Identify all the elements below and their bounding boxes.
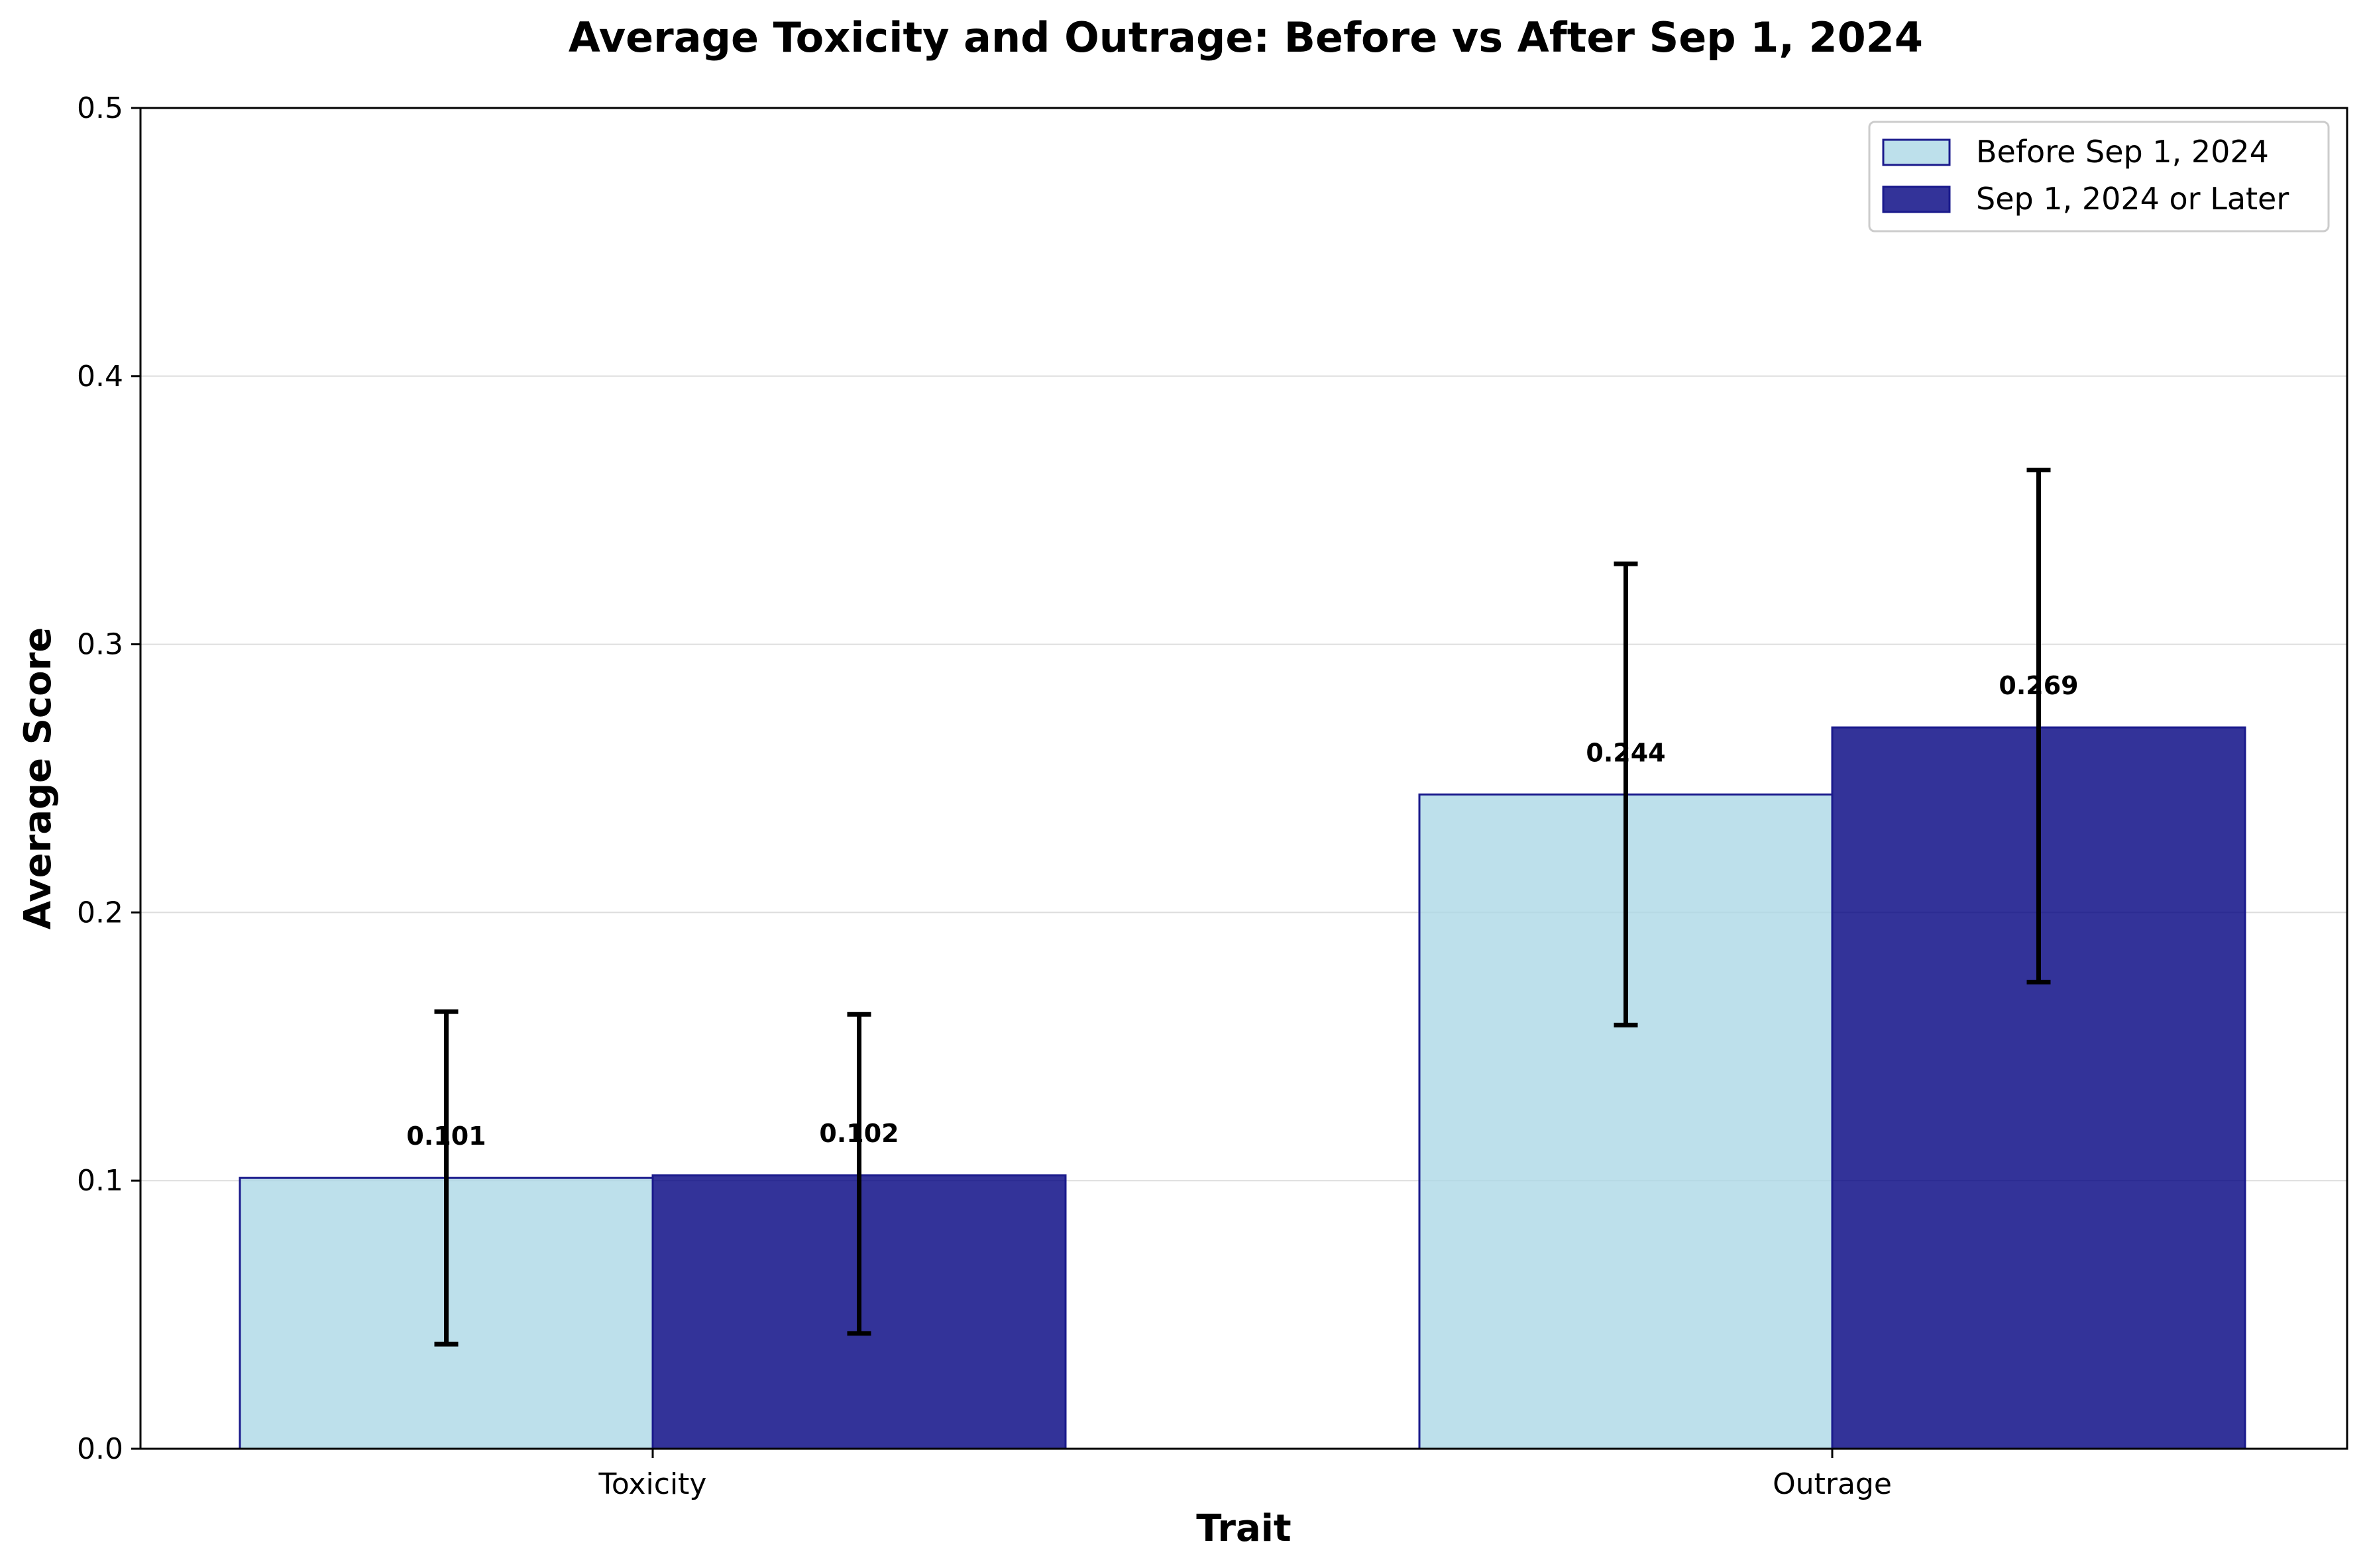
x-tick-label-toxicity: Toxicity (598, 1467, 707, 1501)
y-tick-label-2: 0.2 (77, 896, 123, 929)
y-tick-label-3: 0.3 (77, 628, 123, 662)
y-tick-label-0: 0.0 (77, 1432, 123, 1466)
value-label-toxicity-before: 0.101 (406, 1122, 486, 1151)
value-labels: 0.101 0.244 0.102 0.269 (406, 671, 2078, 1151)
legend: Before Sep 1, 2024 Sep 1, 2024 or Later (1868, 121, 2330, 233)
plot-area-frame (139, 107, 2348, 1450)
y-tick-label-4: 0.4 (77, 360, 123, 393)
legend-swatch-after (1882, 185, 1951, 213)
x-axis-label: Trait (1196, 1507, 1291, 1550)
y-axis-label: Average Score (17, 627, 60, 929)
value-label-toxicity-after: 0.102 (819, 1119, 899, 1148)
y-tick-label-1: 0.1 (77, 1164, 123, 1198)
y-tick-label-5: 0.5 (77, 91, 123, 125)
bars (239, 726, 2246, 1450)
x-axis-ticks: Toxicity Outrage (598, 1449, 1892, 1501)
x-tick-label-outrage: Outrage (1773, 1467, 1892, 1501)
chart-title: Average Toxicity and Outrage: Before vs … (569, 13, 1923, 62)
error-bars (434, 467, 2051, 1347)
legend-swatch-before (1882, 138, 1951, 166)
value-label-outrage-after: 0.269 (1999, 671, 2078, 700)
legend-label-before: Before Sep 1, 2024 (1976, 134, 2269, 170)
y-axis-ticks: 0.0 0.1 0.2 0.3 0.4 0.5 (77, 91, 140, 1466)
legend-frame (1868, 121, 2330, 233)
value-label-outrage-before: 0.244 (1586, 738, 1665, 767)
legend-label-after: Sep 1, 2024 or Later (1976, 181, 2289, 217)
